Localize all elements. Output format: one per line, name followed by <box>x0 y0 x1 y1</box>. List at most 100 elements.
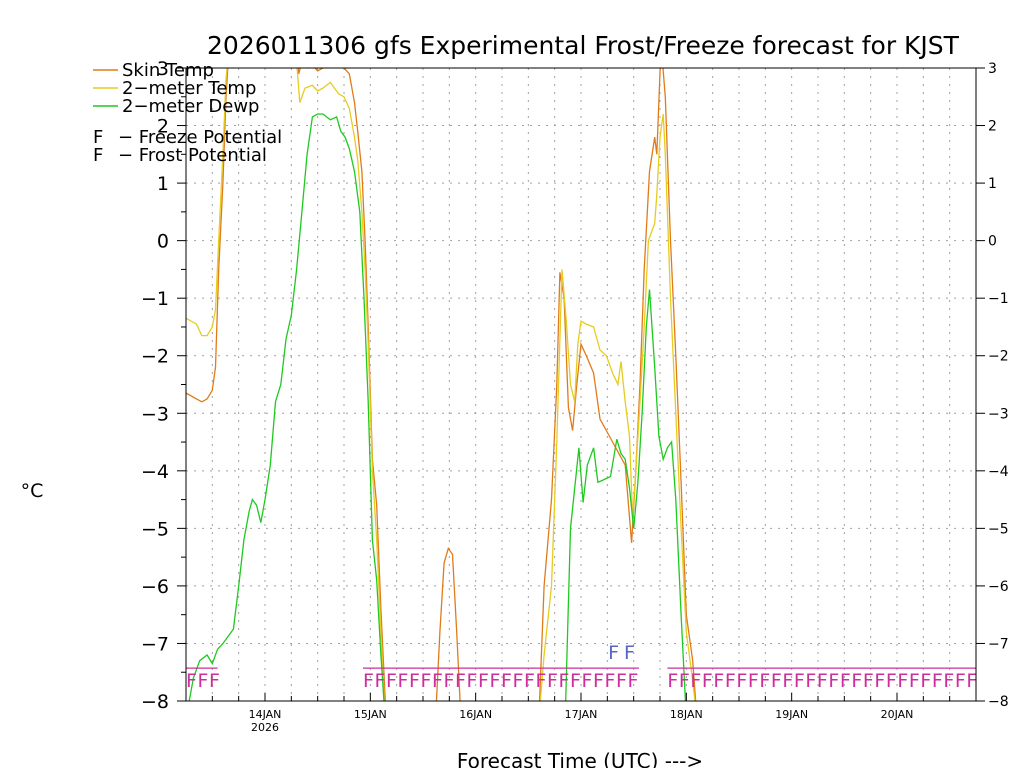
series-2-meter-dewp <box>188 113 385 701</box>
x-tick-label: 19JAN <box>775 708 808 721</box>
freeze-potential-flag: F <box>932 670 943 692</box>
freeze-potential-flag: F <box>593 670 604 692</box>
freeze-potential-flag: F <box>690 670 701 692</box>
x-tick-label: 17JAN <box>565 708 598 721</box>
freeze-potential-flag: F <box>863 670 874 692</box>
freeze-potential-flag: F <box>443 670 454 692</box>
y-tick-label-right: −8 <box>988 694 1009 710</box>
x-tick-label: 18JAN <box>670 708 703 721</box>
freeze-potential-flag: F <box>512 670 523 692</box>
freeze-potential-flag: F <box>489 670 500 692</box>
freeze-potential-flag: F <box>186 670 197 692</box>
y-tick-label-right: 3 <box>988 61 997 77</box>
y-tick-label-right: −6 <box>988 579 1009 595</box>
y-tick-label-right: 2 <box>988 119 997 135</box>
y-tick-label-right: −7 <box>988 636 1009 652</box>
freeze-potential-flag: F <box>558 670 569 692</box>
freeze-potential-flag: F <box>886 670 897 692</box>
frost-potential-flag: F <box>624 642 635 664</box>
y-tick-label-left: −4 <box>141 461 169 483</box>
freeze-potential-flag: F <box>771 670 782 692</box>
freeze-potential-flag: F <box>409 670 420 692</box>
legend-label: 2−meter Dewp <box>122 96 259 117</box>
freeze-potential-flag: F <box>897 670 908 692</box>
freeze-potential-flag: F <box>524 670 535 692</box>
freeze-potential-flag: F <box>604 670 615 692</box>
freeze-potential-flag: F <box>805 670 816 692</box>
y-tick-label-left: −6 <box>141 576 169 598</box>
freeze-potential-flag: F <box>909 670 920 692</box>
freeze-potential-flag: F <box>679 670 690 692</box>
flag-legend-label: − Frost Potential <box>118 145 267 166</box>
y-tick-label-left: −3 <box>141 403 169 425</box>
x-axis-label: Forecast Time (UTC) ---> <box>457 749 703 768</box>
freeze-potential-flag: F <box>840 670 851 692</box>
freeze-potential-flag: F <box>955 670 966 692</box>
series-skin-temp <box>538 68 697 701</box>
y-tick-label-left: 3 <box>157 58 169 80</box>
freeze-potential-flag: F <box>501 670 512 692</box>
x-tick-label: 20JAN <box>881 708 914 721</box>
freeze-potential-flag: F <box>386 670 397 692</box>
series-lines <box>186 68 697 701</box>
y-tick-label-left: 1 <box>157 173 169 195</box>
y-tick-label-right: −4 <box>988 464 1009 480</box>
freeze-potential-flag: F <box>535 670 546 692</box>
freeze-potential-flag: F <box>702 670 713 692</box>
y-tick-label-right: 1 <box>988 176 997 192</box>
y-tick-label-right: −5 <box>988 521 1009 537</box>
legend-label: 2−meter Temp <box>122 78 256 99</box>
y-axis-label: °C <box>21 480 44 502</box>
flag-legend-label: − Freeze Potential <box>118 127 282 148</box>
freeze-potential-flag: F <box>920 670 931 692</box>
chart-title: 2026011306 gfs Experimental Frost/Freeze… <box>207 31 960 60</box>
freeze-potential-flag: F <box>627 670 638 692</box>
y-tick-label-right: −1 <box>988 291 1009 307</box>
y-tick-label-right: −3 <box>988 406 1009 422</box>
y-axis-left: −8 −7 −6 −5 −4 −3 −2 −1 0 1 2 3 <box>141 58 186 713</box>
freeze-potential-flag: F <box>547 670 558 692</box>
freeze-potential-flag: F <box>817 670 828 692</box>
y-tick-label-left: −1 <box>141 288 169 310</box>
freeze-potential-flag: F <box>363 670 374 692</box>
freeze-potential-flag: F <box>570 670 581 692</box>
freeze-potential-flag: F <box>455 670 466 692</box>
flag-legend-glyph: F <box>93 127 103 148</box>
freeze-potential-flag: F <box>725 670 736 692</box>
frost-potential-flag: F <box>608 642 619 664</box>
freeze-potential-flag: F <box>420 670 431 692</box>
freeze-potential-flag: F <box>198 670 209 692</box>
freeze-potential-flag: F <box>966 670 977 692</box>
series-2-meter-temp <box>186 68 385 701</box>
y-tick-label-left: 0 <box>157 231 169 253</box>
series-2-meter-dewp <box>565 289 687 701</box>
freeze-potential-flag: F <box>943 670 954 692</box>
freeze-potential-flag: F <box>667 670 678 692</box>
x-tick-label: 16JAN <box>459 708 492 721</box>
freeze-potential-flag: F <box>736 670 747 692</box>
x-tick-label: 15JAN <box>354 708 387 721</box>
y-tick-label-right: 0 <box>988 234 997 250</box>
freeze-potential-flag: F <box>209 670 220 692</box>
gridlines <box>186 68 976 701</box>
y-tick-label-left: −8 <box>141 691 169 713</box>
freeze-potential-flag: F <box>782 670 793 692</box>
freeze-potential-flag: F <box>374 670 385 692</box>
legend-label: Skin Temp <box>122 60 214 81</box>
series-skin-temp <box>186 68 386 701</box>
flag-legend-glyph: F <box>93 145 103 166</box>
freeze-potential-flag: F <box>616 670 627 692</box>
y-tick-label-right: −2 <box>988 349 1009 365</box>
freeze-potential-flag: F <box>466 670 477 692</box>
freeze-potential-flag: F <box>851 670 862 692</box>
y-tick-label-left: −5 <box>141 518 169 540</box>
freeze-potential-flag: F <box>581 670 592 692</box>
freeze-potential-flag: F <box>828 670 839 692</box>
x-tick-sublabel: 2026 <box>251 721 279 734</box>
freeze-potential-flag: F <box>432 670 443 692</box>
y-axis-right: −8 −7 −6 −5 −4 −3 −2 −1 0 1 2 3 <box>976 61 1009 710</box>
series-2-meter-temp <box>539 113 696 701</box>
